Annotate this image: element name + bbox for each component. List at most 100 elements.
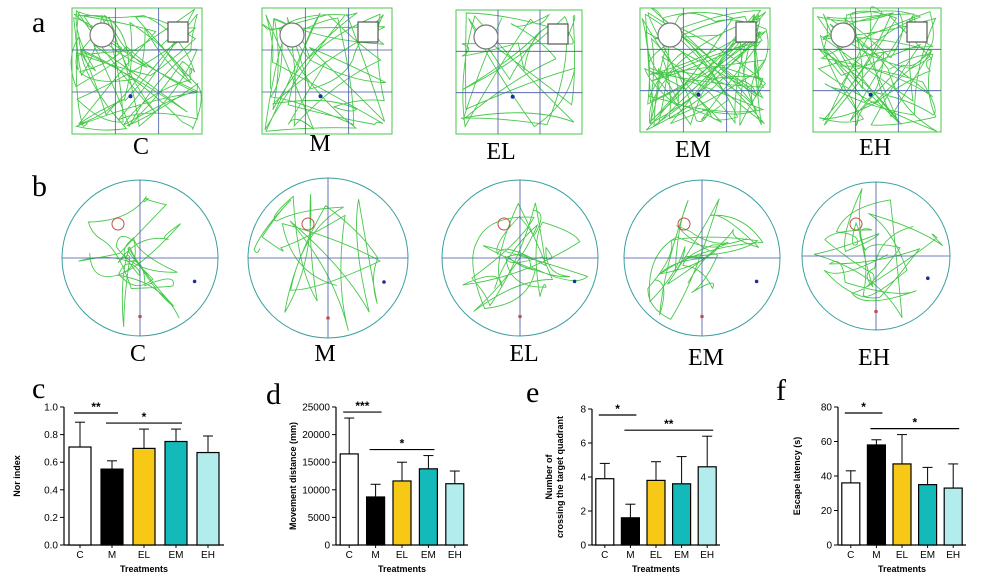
water-maze-pool	[801, 181, 951, 331]
open-field-arena	[70, 7, 203, 135]
bar-m	[866, 444, 887, 546]
y-tick-label: 0.8	[44, 430, 58, 441]
y-axis-title: Escape latency (s)	[792, 437, 802, 516]
water-maze-pool	[61, 179, 219, 337]
x-axis-title: Treatments	[878, 564, 926, 574]
significance-label: *	[142, 410, 147, 424]
animal-track	[262, 12, 386, 132]
y-tick-label: 0	[826, 541, 832, 552]
y-tick-label: 1.0	[44, 403, 58, 414]
panel-letter-c: c	[32, 372, 46, 405]
object-circle	[279, 22, 305, 48]
y-axis-title: Nor index	[12, 455, 22, 497]
x-tick-label: EM	[920, 550, 935, 561]
panel-letter-e: e	[526, 376, 540, 409]
object-square	[167, 21, 189, 43]
start-dot	[138, 314, 142, 319]
x-axis-title: Treatments	[378, 564, 426, 574]
object-square	[735, 21, 757, 43]
x-tick-label: C	[847, 550, 854, 561]
bar-m	[366, 496, 386, 546]
end-dot	[754, 279, 759, 284]
y-tick-label: 0	[580, 541, 586, 552]
bar-el	[646, 479, 666, 546]
x-tick-label: EL	[138, 550, 151, 561]
bar-em	[671, 483, 692, 546]
object-square	[906, 21, 928, 43]
x-tick-label: M	[108, 550, 116, 561]
y-tick-label: 0.0	[44, 541, 58, 552]
object-circle	[89, 22, 115, 48]
end-dot	[572, 279, 577, 284]
y-tick-label: 0.6	[44, 458, 58, 469]
bar-m	[100, 468, 124, 546]
y-tick-label: 10000	[302, 485, 330, 496]
x-tick-label: EH	[700, 550, 714, 561]
y-tick-label: 20	[821, 506, 833, 517]
y-axis-title: Movement distance (mm)	[288, 422, 298, 530]
bar-c	[595, 478, 615, 546]
significance-label: *	[861, 400, 866, 414]
object-square	[357, 21, 379, 43]
x-tick-label: C	[601, 550, 608, 561]
x-tick-label: EH	[201, 550, 215, 561]
x-tick-label: EM	[674, 550, 689, 561]
significance-label: *	[912, 416, 917, 430]
x-tick-label: M	[872, 550, 880, 561]
position-dot	[868, 92, 873, 97]
panel-letter-d: d	[266, 378, 281, 411]
y-axis-title: crossing the target quadrant	[555, 416, 565, 538]
x-tick-label: M	[626, 550, 634, 561]
end-dot	[192, 279, 197, 284]
object-circle	[657, 22, 683, 48]
bar-em	[164, 440, 188, 546]
y-tick-label: 5000	[308, 513, 331, 524]
y-tick-label: 0.2	[44, 513, 58, 524]
y-tick-label: 2	[580, 507, 586, 518]
platform-marker	[849, 217, 863, 231]
x-tick-label: EM	[421, 550, 436, 561]
x-tick-label: C	[346, 550, 353, 561]
position-dot	[696, 92, 701, 97]
row-a-label-eh: EH	[859, 135, 891, 161]
bar-c	[339, 453, 359, 546]
start-dot	[874, 309, 878, 314]
significance-label: ***	[355, 399, 369, 413]
open-field-arena	[261, 7, 393, 135]
bar-c	[68, 446, 92, 546]
start-dot	[326, 316, 330, 320]
start-dot	[700, 314, 704, 319]
position-dot	[318, 94, 323, 99]
object-circle	[830, 22, 856, 48]
x-tick-label: EH	[946, 550, 960, 561]
x-tick-label: EL	[396, 550, 409, 561]
y-axis-title: Number of	[544, 453, 554, 499]
significance-label: **	[664, 417, 674, 431]
open-field-arena	[812, 6, 942, 133]
x-axis-title: Treatments	[632, 564, 680, 574]
open-field-arena	[455, 9, 583, 135]
bar-eh	[943, 487, 963, 546]
bar-em	[418, 468, 438, 546]
bar-el	[892, 463, 912, 546]
bar-el	[132, 447, 156, 546]
y-tick-label: 0.4	[44, 485, 58, 496]
animal-track	[816, 6, 938, 132]
row-b-label-eh: EH	[858, 345, 890, 371]
bar-eh	[697, 466, 717, 546]
y-tick-label: 40	[821, 472, 833, 483]
row-a-label-em: EM	[675, 137, 711, 163]
animal-track	[70, 8, 202, 131]
y-tick-label: 25000	[302, 403, 330, 414]
y-tick-label: 0	[324, 541, 330, 552]
end-dot	[382, 280, 386, 284]
x-axis-title: Treatments	[120, 564, 168, 574]
water-maze-pool	[623, 179, 781, 337]
bar-eh	[196, 451, 220, 546]
start-dot	[518, 314, 522, 319]
row-a-label-el: EL	[486, 139, 516, 165]
y-tick-label: 6	[580, 439, 586, 450]
